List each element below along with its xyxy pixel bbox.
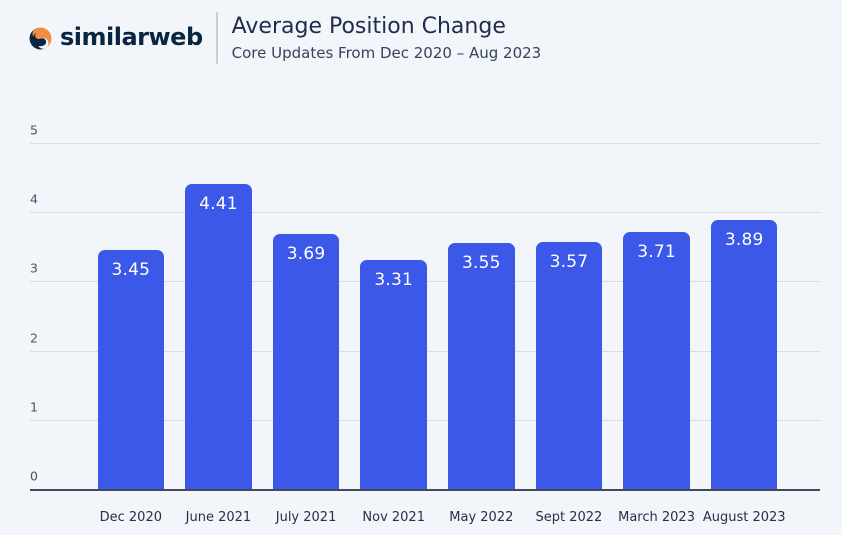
bar-dec-2020: 3.45: [97, 250, 165, 489]
bar-value-label: 4.41: [199, 193, 238, 214]
x-axis-label-nov-2021: Nov 2021: [362, 510, 425, 525]
bar-value-label: 3.71: [637, 242, 676, 263]
bar-band-dec-2020: 3.45: [87, 143, 175, 489]
bar-june-2021: 4.41: [185, 183, 252, 489]
page-subtitle: Core Updates From Dec 2020 – Aug 2023: [231, 43, 542, 62]
x-axis-label-june-2021: June 2021: [185, 510, 252, 525]
x-axis-labels: Dec 2020 June 2021 July 2021 Nov 2021 May 20…: [87, 510, 788, 525]
bar-value-label: 3.45: [111, 260, 151, 281]
bar-july-2021: 3.69: [272, 233, 340, 489]
bar-value-label: 3.55: [461, 253, 501, 274]
y-tick-label-5: 5: [30, 122, 38, 138]
bar-band-july-2021: 3.69: [262, 143, 350, 489]
brand-name: similarweb: [60, 23, 203, 51]
bar-band-may-2022: 3.55: [438, 143, 526, 489]
y-tick-label-4: 4: [30, 191, 38, 207]
bar-band-nov-2021: 3.31: [350, 143, 438, 489]
bar-value-label: 3.89: [724, 229, 764, 250]
gridline-5: [30, 143, 820, 144]
similarweb-logo: similarweb: [28, 25, 203, 51]
bar-band-march-2023: 3.71: [613, 143, 701, 489]
title-block: Average Position Change Core Updates Fro…: [232, 13, 542, 63]
y-tick-label-3: 3: [30, 260, 38, 276]
page-title: Average Position Change: [231, 14, 506, 39]
y-tick-label-2: 2: [30, 330, 38, 346]
bar-march-2023: 3.71: [623, 232, 690, 489]
x-axis-label-august-2023: August 2023: [702, 510, 786, 525]
x-axis-label-july-2021: July 2021: [275, 510, 337, 525]
x-axis-baseline: [30, 489, 820, 491]
bar-value-label: 3.57: [549, 251, 589, 272]
bar-value-label: 3.69: [286, 243, 326, 264]
x-axis-label-march-2023: March 2023: [618, 510, 695, 525]
header: similarweb Average Position Change Core …: [28, 12, 541, 64]
bar-nov-2021: 3.31: [360, 259, 427, 489]
x-axis-label-dec-2020: Dec 2020: [99, 510, 162, 525]
gridline-4: [30, 212, 820, 214]
bars: 3.45 4.41 3.69 3.31 3.55 3.57 3.71 3.89: [87, 143, 788, 489]
bar-band-june-2021: 4.41: [175, 143, 263, 489]
y-tick-label-0: 0: [30, 468, 38, 484]
bar-august-2023: 3.89: [710, 219, 778, 489]
bar-band-august-2023: 3.89: [700, 143, 788, 489]
header-divider: [215, 12, 218, 64]
x-axis-label-may-2022: May 2022: [449, 510, 514, 525]
bar-may-2022: 3.55: [448, 243, 515, 489]
y-tick-label-1: 1: [30, 399, 38, 415]
bar-band-sept-2022: 3.57: [525, 143, 613, 489]
bar-value-label: 3.31: [374, 269, 414, 290]
similarweb-logo-icon: [29, 27, 52, 49]
x-axis-label-sept-2022: Sept 2022: [535, 510, 603, 525]
bar-sept-2022: 3.57: [535, 241, 603, 489]
plot-area: 5 4 3 2 1 0 3.45 4.41 3.69 3.31 3.55 3.57 3.71 3.89: [30, 124, 820, 491]
